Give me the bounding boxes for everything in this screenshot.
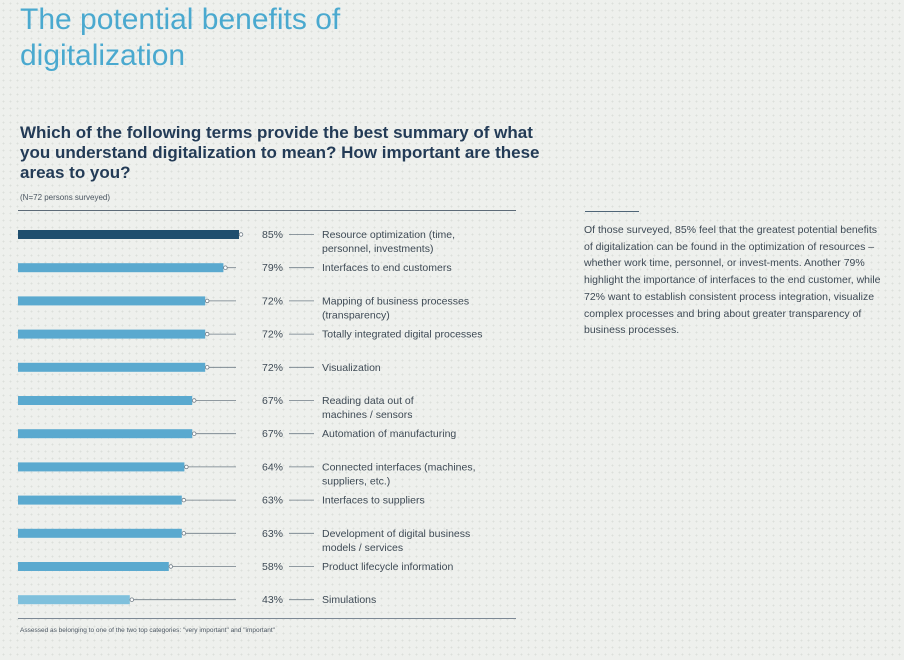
summary-text: Of those surveyed, 85% feel that the gre… [584, 224, 881, 337]
category-label: Interfaces to end customers [322, 262, 452, 274]
category-label-line: Totally integrated digital processes [322, 329, 483, 341]
category-label-line: Reading data out of [322, 395, 414, 407]
value-label: 63% [262, 528, 283, 540]
bar-end-marker [204, 331, 210, 337]
category-label-line: (transparency) [322, 309, 390, 321]
category-label: Reading data out of machines / sensors [322, 395, 414, 421]
bar [18, 296, 206, 306]
bar-end-marker [191, 398, 197, 403]
bar [18, 462, 185, 472]
category-label-line: Mapping of business processes [322, 295, 469, 307]
category-label-line: machines / sensors [322, 409, 412, 421]
bar [18, 230, 239, 239]
bar [18, 595, 130, 605]
bar-end-marker [204, 365, 210, 370]
bar [18, 429, 193, 439]
category-label-line: Connected interfaces (machines, [322, 461, 476, 473]
value-label: 58% [262, 561, 283, 573]
category-label: Mapping of business processes (transparen… [322, 295, 469, 321]
bar [18, 329, 206, 339]
page-title: The potential benefits of digitalization [20, 3, 341, 72]
chart-top-rule [18, 210, 516, 211]
category-label: Connected interfaces (machines, suppliers… [322, 461, 476, 487]
value-label: 72% [262, 362, 283, 374]
category-label: Visualization [322, 362, 381, 374]
category-label-line: Development of digital business [322, 528, 470, 540]
survey-question: Which of the following terms provide the… [20, 123, 540, 182]
chart-footnote: Assessed as belonging to one of the two … [20, 627, 275, 634]
category-label: Totally integrated digital processes [322, 329, 483, 341]
category-label-line: Visualization [322, 362, 381, 374]
value-label: 63% [262, 495, 283, 507]
bar [18, 528, 182, 538]
bar [18, 562, 169, 571]
bar-end-marker [129, 597, 134, 602]
category-label: Interfaces to suppliers [322, 495, 425, 507]
value-label: 43% [262, 594, 283, 606]
category-label: Development of digital business models / … [322, 528, 470, 554]
bar [18, 263, 224, 273]
summary-rule [585, 211, 639, 212]
bar [18, 362, 206, 372]
value-label: 79% [262, 262, 283, 274]
value-label: 64% [262, 461, 283, 473]
bar-end-marker [181, 531, 186, 536]
value-label: 85% [262, 229, 283, 241]
category-label: Simulations [322, 594, 376, 606]
category-label-line: Simulations [322, 594, 376, 606]
bar-end-marker [223, 265, 228, 270]
category-label-line: Interfaces to end customers [322, 262, 452, 274]
bar [18, 495, 182, 505]
category-label-line: models / services [322, 542, 403, 554]
category-label-line: personnel, investments) [322, 243, 433, 255]
category-label: Automation of manufacturing [322, 428, 456, 440]
bar [18, 396, 193, 405]
category-label-line: Interfaces to suppliers [322, 495, 425, 507]
category-label-line: Product lifecycle information [322, 561, 453, 573]
value-label: 72% [262, 329, 283, 341]
bar-end-marker [168, 564, 173, 569]
chart-bottom-rule [18, 618, 516, 619]
category-label: Product lifecycle information [322, 561, 453, 573]
category-label-line: suppliers, etc.) [322, 475, 390, 487]
bar-end-marker [184, 464, 189, 470]
bar-end-marker [181, 497, 186, 503]
bar-end-marker [191, 431, 197, 436]
bar-end-marker [238, 232, 244, 237]
bar-end-marker [204, 298, 210, 304]
value-label: 67% [262, 428, 283, 440]
category-label-line: Resource optimization (time, [322, 229, 455, 241]
sample-note: (N=72 persons surveyed) [20, 193, 111, 202]
value-label: 67% [262, 395, 283, 407]
value-label: 72% [262, 295, 283, 307]
category-label: Resource optimization (time, personnel, i… [322, 229, 455, 255]
category-label-line: Automation of manufacturing [322, 428, 456, 440]
